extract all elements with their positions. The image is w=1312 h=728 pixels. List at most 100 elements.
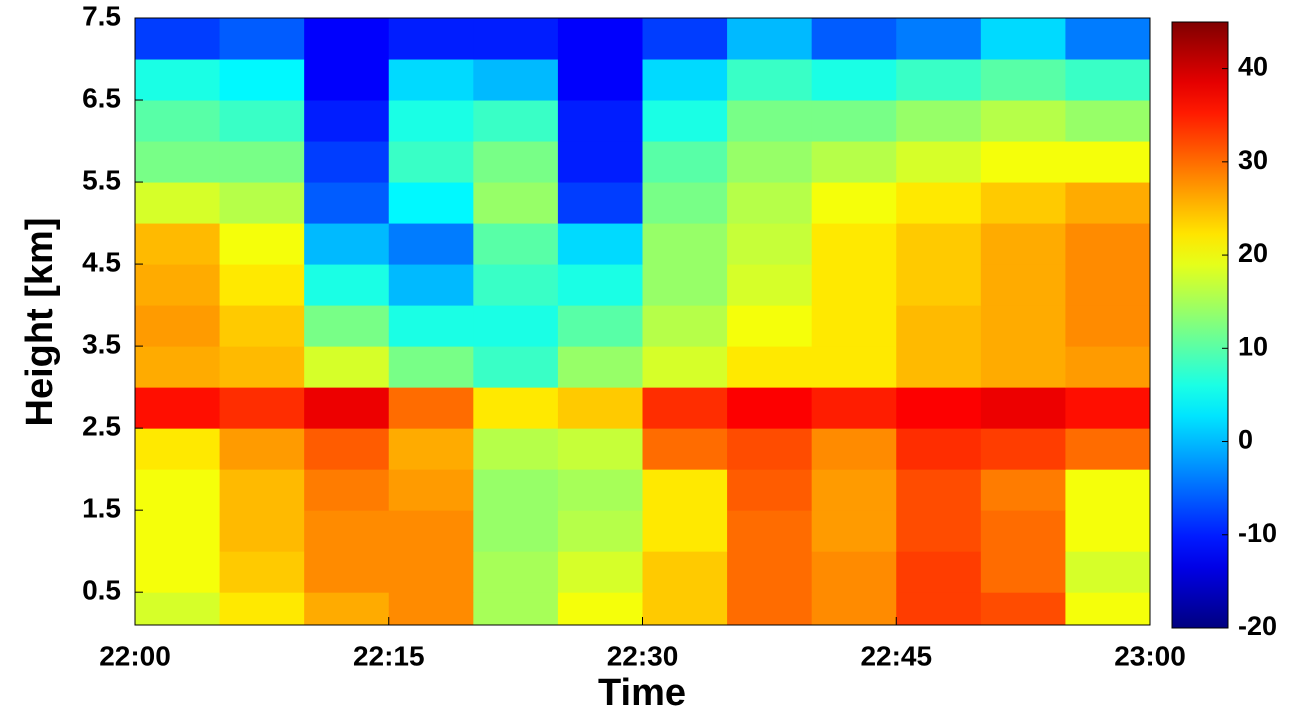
- colorbar-tick-label: 10: [1238, 331, 1268, 361]
- y-tick-label: 3.5: [82, 328, 121, 359]
- heatmap-cell: [980, 551, 1066, 593]
- heatmap-cell: [1065, 387, 1151, 429]
- y-tick-label: 0.5: [82, 575, 121, 606]
- heatmap-cell: [388, 592, 474, 626]
- heatmap-cell: [219, 510, 305, 552]
- heatmap-cell: [1065, 223, 1151, 265]
- heatmap-cell: [727, 18, 813, 60]
- heatmap-cell: [727, 223, 813, 265]
- heatmap-cell: [388, 141, 474, 183]
- y-tick-label: 1.5: [82, 493, 121, 524]
- heatmap-cell: [473, 18, 559, 60]
- heatmap-cell: [642, 141, 728, 183]
- heatmap-cell: [1065, 428, 1151, 470]
- heatmap-cell: [1065, 264, 1151, 306]
- heatmap-cell: [135, 223, 221, 265]
- heatmap-cell: [1065, 592, 1151, 626]
- heatmap-cell: [304, 428, 390, 470]
- x-tick-label: 22:30: [607, 640, 679, 671]
- heatmap-cell: [219, 223, 305, 265]
- heatmap-cell: [135, 346, 221, 388]
- x-axis-title: Time: [598, 672, 686, 714]
- heatmap-cell: [642, 182, 728, 224]
- colorbar-tick-label: -20: [1238, 611, 1277, 641]
- heatmap-cell: [980, 223, 1066, 265]
- heatmap-cell: [219, 18, 305, 60]
- heatmap-cell: [473, 469, 559, 511]
- heatmap-cell: [896, 100, 982, 142]
- heatmap-cell: [304, 141, 390, 183]
- heatmap-cell: [727, 141, 813, 183]
- heatmap-cell: [304, 100, 390, 142]
- heatmap-cell: [557, 59, 643, 101]
- heatmap-cell: [388, 223, 474, 265]
- heatmap-cell: [219, 182, 305, 224]
- heatmap-cell: [896, 305, 982, 347]
- heatmap-cell: [219, 428, 305, 470]
- heatmap-cell: [1065, 182, 1151, 224]
- heatmap-cell: [896, 551, 982, 593]
- heatmap-cell: [896, 428, 982, 470]
- heatmap-cell: [980, 18, 1066, 60]
- heatmap-cell: [219, 59, 305, 101]
- heatmap-cell: [642, 469, 728, 511]
- heatmap-cell: [980, 387, 1066, 429]
- heatmap-cell: [304, 182, 390, 224]
- heatmap-cell: [811, 264, 897, 306]
- heatmap-cell: [811, 428, 897, 470]
- heatmap-cell: [642, 59, 728, 101]
- heatmap-cell: [811, 100, 897, 142]
- heatmap-cell: [135, 100, 221, 142]
- heatmap-cell: [727, 100, 813, 142]
- heatmap-cell: [557, 510, 643, 552]
- heatmap-cell: [473, 223, 559, 265]
- heatmap-cell: [135, 305, 221, 347]
- heatmap-cell: [473, 182, 559, 224]
- heatmap-cell: [304, 551, 390, 593]
- heatmap-cell: [811, 510, 897, 552]
- heatmap-cell: [642, 100, 728, 142]
- heatmap-cell: [642, 551, 728, 593]
- heatmap-cell: [896, 59, 982, 101]
- heatmap-cell: [980, 141, 1066, 183]
- heatmap-cell: [980, 59, 1066, 101]
- heatmap-cell: [1065, 551, 1151, 593]
- heatmap-cell: [980, 469, 1066, 511]
- heatmap-cell: [473, 428, 559, 470]
- colorbar-tick-label: 30: [1238, 145, 1268, 175]
- x-tick-label: 22:00: [99, 640, 171, 671]
- heatmap-cell: [135, 551, 221, 593]
- heatmap-cell: [304, 59, 390, 101]
- heatmap-cell: [980, 428, 1066, 470]
- heatmap-cell: [219, 264, 305, 306]
- heatmap-cell: [219, 346, 305, 388]
- heatmap-cell: [811, 182, 897, 224]
- heatmap-cell: [557, 428, 643, 470]
- heatmap-cell: [135, 428, 221, 470]
- heatmap-cell: [980, 305, 1066, 347]
- heatmap-cell: [557, 551, 643, 593]
- colorbar-tick-label: 0: [1238, 425, 1253, 455]
- heatmap-cell: [1065, 100, 1151, 142]
- heatmap-cell: [219, 305, 305, 347]
- heatmap-cell: [642, 387, 728, 429]
- heatmap-cell: [980, 100, 1066, 142]
- heatmap-cell: [473, 346, 559, 388]
- heatmap-cell: [896, 182, 982, 224]
- heatmap-cell: [388, 387, 474, 429]
- heatmap-cell: [304, 387, 390, 429]
- heatmap-cell: [557, 387, 643, 429]
- heatmap-cell: [811, 469, 897, 511]
- heatmap-cell: [642, 592, 728, 626]
- heatmap-cell: [473, 59, 559, 101]
- colorbar-tick-label: -10: [1238, 518, 1277, 548]
- heatmap-cell: [304, 223, 390, 265]
- heatmap-cell: [557, 305, 643, 347]
- heatmap-cell: [219, 141, 305, 183]
- heatmap-cell: [388, 510, 474, 552]
- heatmap-cell: [557, 18, 643, 60]
- x-tick-label: 23:00: [1114, 640, 1186, 671]
- heatmap-cell: [727, 264, 813, 306]
- heatmap-cell: [811, 387, 897, 429]
